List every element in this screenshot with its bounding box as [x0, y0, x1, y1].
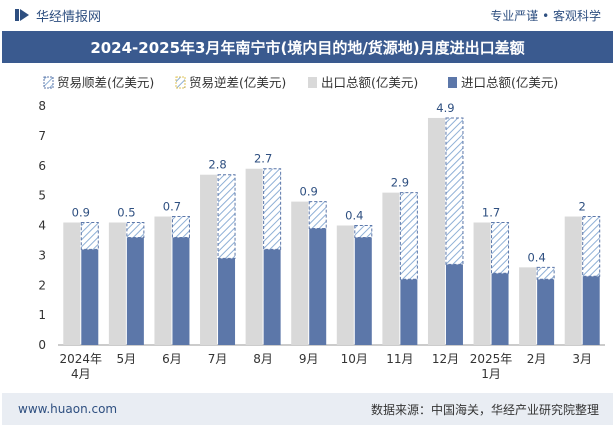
import-bar — [537, 279, 555, 345]
y-tick-label: 0 — [38, 338, 46, 352]
x-tick-label: 1月 — [481, 367, 501, 381]
surplus-segment — [80, 222, 99, 250]
surplus-segment — [491, 222, 510, 274]
export-bar — [245, 168, 263, 345]
export-bar — [564, 216, 582, 345]
surplus-segment — [536, 266, 555, 280]
x-tick-label: 3月 — [572, 352, 592, 366]
legend-label-0: 贸易顺差(亿美元) — [57, 75, 154, 90]
x-tick-label: 10月 — [341, 352, 368, 366]
import-bar — [126, 237, 144, 345]
import-bar — [400, 279, 418, 345]
surplus-segment — [582, 216, 601, 277]
surplus-data-label: 2.7 — [254, 152, 272, 166]
legend-swatch-export — [308, 77, 317, 88]
tagline: 专业严谨 • 客观科学 — [490, 8, 601, 23]
surplus-segment — [263, 168, 282, 250]
chart-area: 贸易顺差(亿美元) 贸易逆差(亿美元) 出口总额(亿美元) 进口总额(亿美元) 0 1 2 3… — [38, 75, 605, 381]
brand-name: 华经情报网 — [36, 9, 102, 25]
legend-label-2: 出口总额(亿美元) — [321, 75, 418, 90]
import-bar — [582, 276, 600, 345]
y-tick-label: 8 — [38, 99, 46, 113]
x-tick-label: 12月 — [432, 352, 459, 366]
y-tick-label: 1 — [38, 308, 46, 322]
surplus-data-label: 0.9 — [300, 185, 318, 199]
x-tick-label: 9月 — [299, 352, 319, 366]
surplus-segment — [354, 225, 373, 238]
x-tick-label: 4月 — [71, 367, 91, 381]
import-bar — [172, 237, 190, 345]
surplus-data-label: 0.4 — [345, 209, 363, 223]
surplus-data-label: 2.8 — [208, 158, 226, 172]
surplus-data-label: 2.9 — [391, 176, 409, 190]
legend-swatch-import — [448, 77, 457, 88]
footer: www.huaon.com 数据来源：中国海关，华经产业研究院整理 — [2, 393, 613, 425]
import-bar — [445, 264, 463, 345]
legend-swatch-surplus — [43, 76, 54, 89]
y-tick-label: 6 — [38, 159, 46, 173]
surplus-data-label: 0.5 — [117, 206, 135, 220]
surplus-segment — [126, 222, 145, 238]
export-bar — [154, 216, 172, 345]
export-bar — [63, 222, 81, 345]
data-source: 数据来源：中国海关，华经产业研究院整理 — [370, 402, 599, 417]
export-bar — [519, 267, 537, 345]
export-bar — [291, 201, 309, 345]
import-bar — [218, 258, 236, 345]
export-bar — [200, 174, 218, 345]
export-bar — [427, 117, 445, 345]
y-tick-label: 7 — [38, 129, 46, 143]
surplus-segment — [399, 192, 418, 280]
huaon-logo-icon — [15, 9, 29, 21]
y-tick-label: 5 — [38, 189, 46, 203]
export-bar — [473, 222, 491, 345]
chart-title: 2024-2025年3月年南宁市(境内目的地/货源地)月度进出口差额 — [2, 31, 613, 63]
surplus-segment — [445, 117, 464, 265]
y-tick-label: 4 — [38, 219, 46, 233]
export-bar — [336, 225, 354, 345]
y-tick-label: 3 — [38, 248, 46, 262]
import-bar — [81, 249, 99, 345]
x-tick-label: 7月 — [208, 352, 228, 366]
x-tick-label: 6月 — [162, 352, 182, 366]
x-tick-label: 11月 — [386, 352, 413, 366]
y-tick-label: 2 — [38, 278, 46, 292]
x-tick-label: 8月 — [253, 352, 273, 366]
export-bar — [382, 192, 400, 345]
surplus-segment — [171, 216, 190, 238]
top-bar: 华经情报网 专业严谨 • 客观科学 — [0, 0, 615, 30]
legend-label-3: 进口总额(亿美元) — [461, 75, 558, 90]
legend-swatch-deficit — [175, 76, 186, 89]
surplus-data-label: 0.4 — [527, 250, 545, 264]
import-bar — [491, 273, 509, 345]
surplus-data-label: 2 — [579, 200, 586, 214]
surplus-data-label: 1.7 — [482, 206, 500, 220]
import-bar — [309, 228, 327, 345]
surplus-segment — [217, 174, 236, 259]
x-tick-label: 5月 — [117, 352, 137, 366]
brand: 华经情报网 — [14, 6, 101, 25]
legend-label-1: 贸易逆差(亿美元) — [189, 75, 286, 90]
x-tick-label: 2025年 — [470, 352, 513, 366]
import-bar — [263, 249, 281, 345]
import-bar — [354, 237, 372, 345]
surplus-segment — [308, 201, 327, 229]
surplus-data-label: 0.7 — [163, 200, 181, 214]
surplus-data-label: 4.9 — [436, 101, 454, 115]
x-tick-label: 2月 — [527, 352, 547, 366]
x-tick-label: 2024年 — [60, 352, 103, 366]
website-link[interactable]: www.huaon.com — [18, 402, 118, 416]
surplus-data-label: 0.9 — [72, 206, 90, 220]
export-bar — [108, 222, 126, 345]
